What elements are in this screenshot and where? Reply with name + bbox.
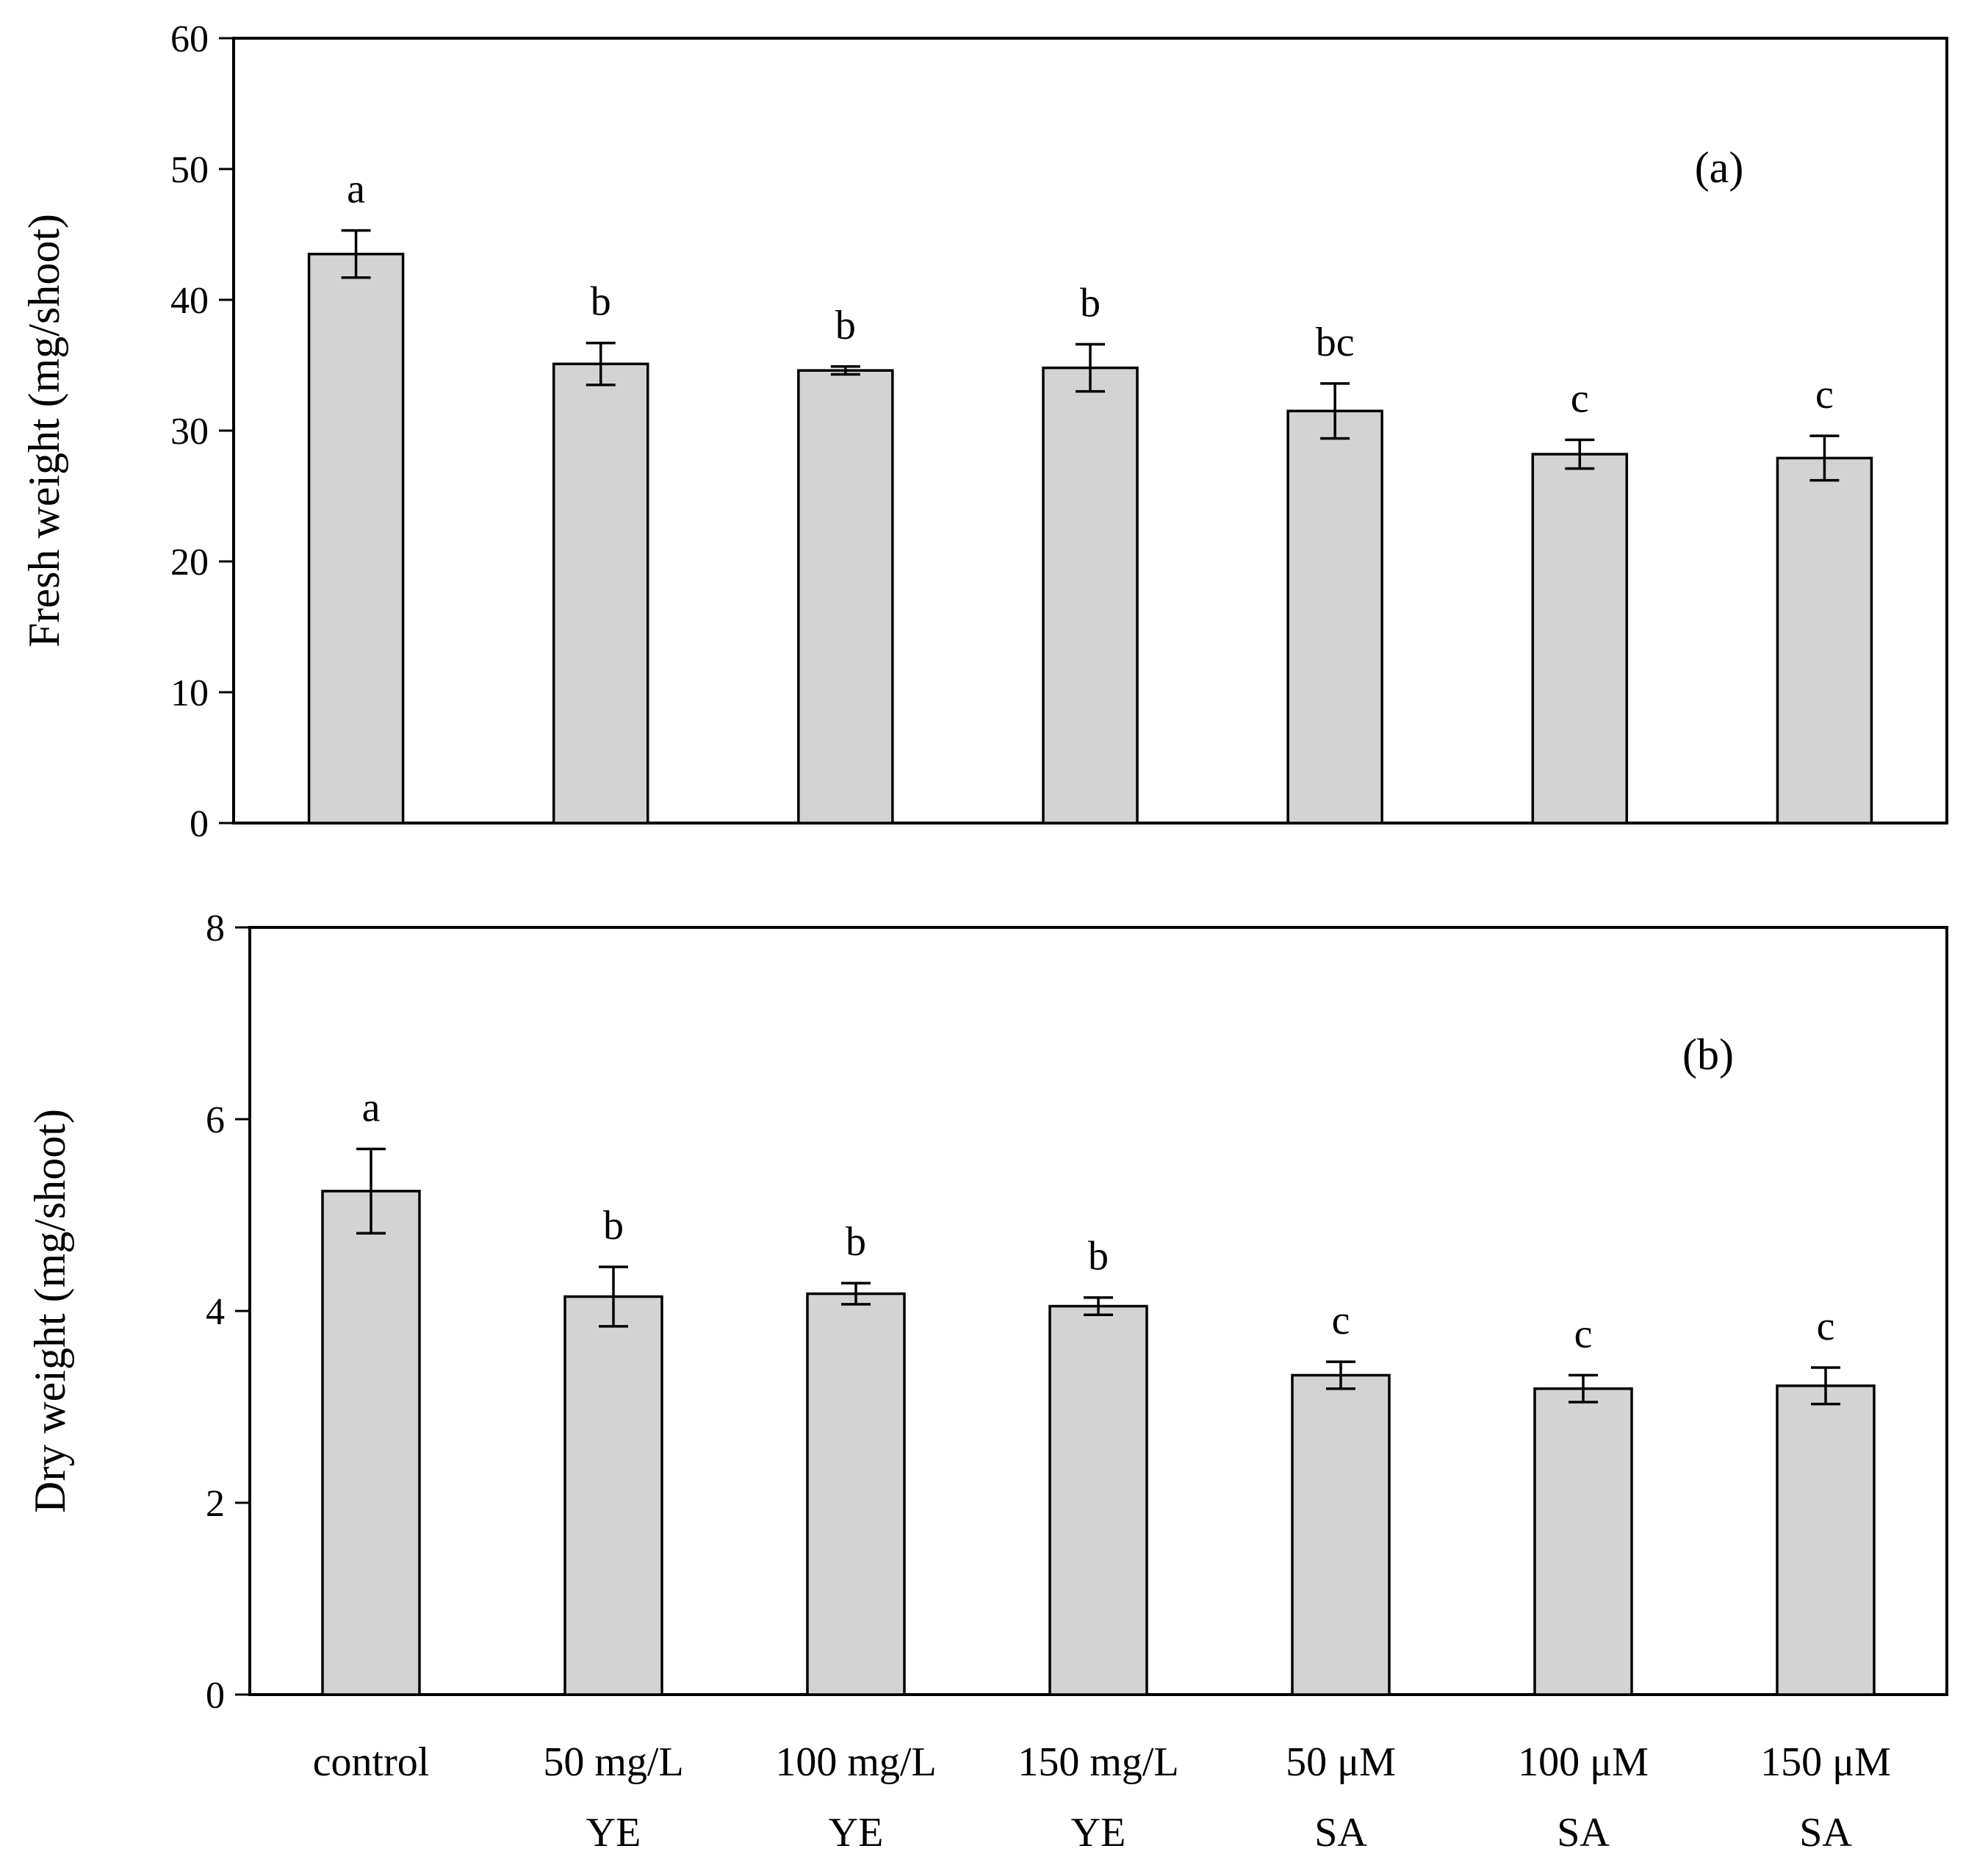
bar [1776,456,1873,825]
y-tick-label: 50 [170,149,209,191]
x-tick-label: YE [586,1810,641,1856]
panel-fresh-weight: 0 10 20 30 40 50 60 Fresh weight (mg/shoot) (a) a… [20,18,1948,845]
bar [1776,1384,1876,1696]
panel-dry-weight: 0 2 4 6 8 Dry weight (mg/shoot) (b) a control b 50… [26,908,1948,1856]
significance-letter: c [1571,376,1589,421]
significance-letter: b [603,1203,624,1249]
y-tick-label: 8 [206,908,225,949]
significance-letter: b [846,1219,866,1265]
bar [1533,1387,1633,1696]
significance-letter: a [347,167,365,212]
x-tick-label: 50 μM [1286,1739,1396,1785]
panel-label: (b) [1682,1030,1734,1079]
y-tick-label: 40 [170,280,209,322]
panel-label: (a) [1695,143,1744,192]
y-tick-label: 2 [206,1483,225,1525]
x-tick-label: 150 μM [1760,1739,1891,1785]
significance-letter: b [1088,1234,1109,1279]
significance-letter: b [1080,281,1101,326]
significance-letter: b [591,279,611,325]
significance-letter: c [1817,1304,1835,1349]
bar [1042,366,1139,825]
y-tick-label: 6 [206,1099,225,1141]
bar [1531,453,1629,825]
x-tick-label: YE [1071,1810,1126,1856]
x-tick-label: 100 μM [1518,1739,1649,1785]
bar [307,252,405,825]
bar [1048,1304,1148,1696]
significance-letter: c [1574,1311,1593,1357]
bar [552,362,649,825]
bar [797,369,894,825]
significance-letter: bc [1316,320,1355,365]
significance-letter: c [1815,372,1834,417]
x-tick-label: SA [1557,1810,1610,1856]
significance-letter: c [1332,1298,1350,1343]
y-axis-label: Dry weight (mg/shoot) [26,1109,74,1513]
x-tick-label: SA [1799,1810,1852,1856]
y-tick-label: 10 [170,672,209,714]
y-axis-label: Fresh weight (mg/shoot) [20,214,68,647]
x-tick-label: control [313,1739,430,1785]
y-tick-label: 30 [170,411,209,453]
y-tick-label: 0 [206,1675,225,1717]
x-tick-label: 150 mg/L [1018,1739,1178,1785]
significance-letter: b [835,303,856,348]
y-tick-label: 20 [170,542,209,583]
bar [321,1190,421,1696]
significance-letter: a [362,1085,381,1130]
y-tick-label: 60 [170,18,209,60]
x-tick-label: 50 mg/L [543,1739,683,1785]
x-tick-label: SA [1314,1810,1367,1856]
y-tick-label: 4 [206,1291,225,1333]
bar [1286,409,1383,825]
x-tick-label: 100 mg/L [775,1739,936,1785]
bar [1291,1373,1391,1696]
x-tick-label: YE [829,1810,884,1856]
bar [806,1292,906,1696]
y-tick-label: 0 [190,803,209,845]
bar [563,1295,663,1696]
